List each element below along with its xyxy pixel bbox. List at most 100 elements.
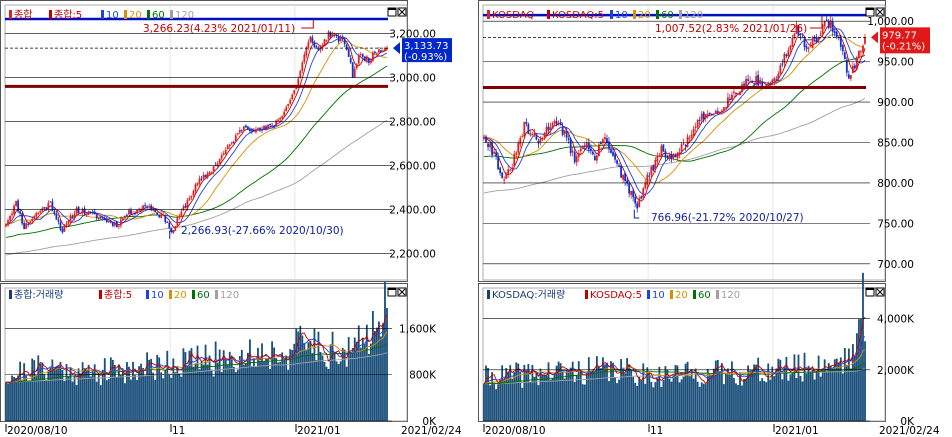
right-price-frame	[478, 0, 886, 282]
legend-ma10-swatch	[101, 10, 104, 19]
volume-bar	[255, 367, 257, 421]
candle-body	[650, 166, 653, 176]
candle-body	[307, 42, 310, 48]
candle-body	[180, 211, 183, 217]
legend-ma10: 10	[615, 10, 628, 21]
volume-bar	[845, 364, 848, 421]
volume-bar	[190, 348, 193, 421]
volume-bar	[785, 356, 788, 421]
candle-body	[775, 79, 778, 81]
volume-bar	[662, 380, 665, 421]
volume-bar	[115, 377, 118, 421]
volume-bar	[827, 363, 830, 421]
volume-bar	[311, 353, 314, 421]
volume-bar	[236, 369, 239, 421]
legend-ma120: 120	[175, 10, 194, 21]
candle-body	[591, 151, 594, 155]
candle-body	[226, 145, 229, 150]
volume-bar	[670, 381, 673, 421]
volume-bar	[267, 358, 269, 421]
candle-body	[598, 144, 600, 157]
candle-body	[188, 198, 191, 200]
volume-bar	[162, 378, 165, 421]
ma60-line	[483, 54, 866, 162]
candle-body	[652, 165, 655, 171]
legend-volume: 종합:거래량	[14, 289, 63, 301]
candle-body	[55, 213, 58, 220]
candle-body	[291, 94, 294, 99]
volume-bar	[253, 359, 255, 421]
volume-bar	[182, 348, 185, 421]
volume-bar	[513, 372, 516, 421]
candle-body	[567, 138, 570, 140]
close-icon-x	[398, 8, 406, 16]
candle-body	[144, 205, 146, 207]
candle-body	[791, 37, 794, 47]
candle-body	[35, 213, 38, 217]
candle-body	[676, 152, 679, 159]
candle-body	[311, 37, 314, 43]
volume-bar	[557, 361, 560, 421]
vma10-line	[5, 323, 388, 383]
candle-body	[216, 163, 219, 166]
volume-bar	[600, 368, 602, 421]
volume-bar	[666, 369, 669, 421]
volume-bar	[497, 384, 500, 421]
volume-bar	[341, 347, 344, 421]
volume-bar	[101, 369, 104, 421]
candle-body	[759, 79, 762, 84]
volume-bar	[323, 361, 326, 421]
volume-bar	[517, 363, 520, 421]
volume-bar	[521, 387, 524, 421]
volume-bar	[823, 359, 826, 421]
volume-bar	[678, 382, 681, 421]
candle-body	[120, 219, 122, 226]
volume-bar	[612, 362, 614, 421]
y-tick-label: 2,000K	[877, 365, 915, 377]
volume-bar	[103, 358, 106, 421]
volume-bar	[234, 371, 237, 421]
y-tick-label: 0K	[422, 416, 437, 428]
candle-body	[19, 211, 22, 214]
candle-body	[154, 209, 157, 213]
volume-bar	[202, 364, 205, 421]
candle-body	[845, 60, 848, 73]
candle-body	[136, 209, 138, 214]
volume-bar	[686, 361, 689, 421]
candle-body	[271, 125, 273, 127]
volume-bar	[142, 367, 144, 421]
y-tick-label: 950.00	[877, 57, 914, 69]
volume-bar	[757, 357, 760, 421]
volume-bar	[773, 376, 776, 421]
candle-body	[323, 39, 326, 45]
legend-vma20: 20	[174, 290, 187, 301]
volume-bar	[668, 378, 671, 421]
volume-bar	[749, 370, 751, 421]
volume-bar	[77, 368, 80, 421]
volume-bar	[81, 362, 84, 421]
volume-bar	[618, 379, 620, 421]
volume-bar	[19, 361, 22, 421]
volume-bar	[386, 307, 388, 421]
volume-bar	[648, 371, 651, 421]
candle-body	[553, 120, 556, 124]
volume-bar	[307, 342, 310, 421]
candle-body	[369, 60, 372, 63]
left-price-panel: 3,200.00 3,000.00 2,800.00 2,600.00 2,400.00…	[0, 0, 452, 282]
volume-bar	[672, 374, 675, 421]
volume-bar	[690, 369, 693, 421]
volume-bar	[91, 371, 94, 421]
candle-body	[295, 87, 298, 90]
candle-body	[660, 145, 663, 157]
candle-body	[373, 51, 376, 54]
candle-body	[801, 37, 804, 39]
candle-body	[733, 91, 735, 93]
left-volume-panel: 1,600K 800K 0K 종합:거래량 종합:5 10 20 60 120	[0, 281, 437, 428]
volume-bar	[595, 356, 598, 421]
candle-body	[361, 54, 364, 57]
candle-body	[158, 214, 161, 218]
candle-body	[577, 152, 580, 158]
legend-ma5-swatch	[547, 10, 550, 19]
candle-body	[345, 44, 348, 50]
candle-body	[517, 142, 520, 153]
